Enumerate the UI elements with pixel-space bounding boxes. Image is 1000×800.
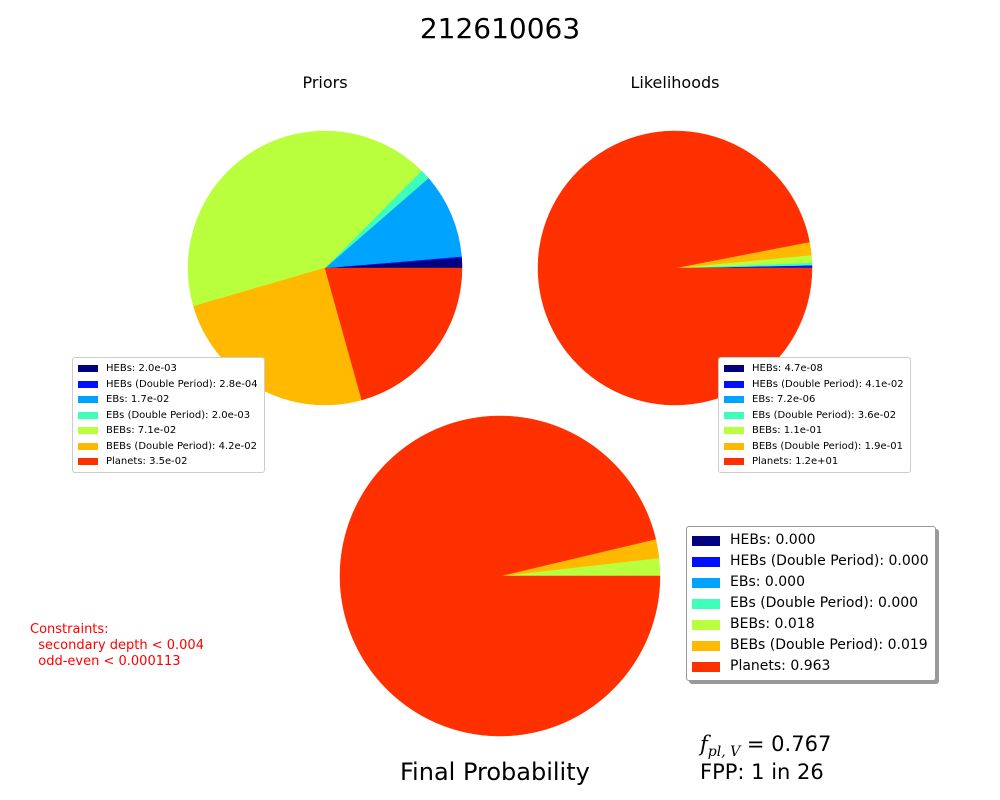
legend-entry: EBs (Double Period): 3.6e-02 [724,408,904,424]
legend-entry: BEBs: 1.1e-01 [724,423,904,439]
legend-swatch [724,458,744,466]
fpl-symbol: f [700,732,708,756]
legend-entry: BEBs (Double Period): 4.2e-02 [78,439,258,455]
fpp-value: FPP: 1 in 26 [700,760,824,784]
legend-label: HEBs: 2.0e-03 [106,363,177,374]
legend-label: EBs (Double Period): 0.000 [730,595,919,611]
legend-label: EBs (Double Period): 2.0e-03 [106,409,251,421]
legend-label: EBs: 0.000 [730,574,805,590]
legend-label: EBs: 7.2e-06 [752,394,816,405]
constraints-text: Constraints: secondary depth < 0.004 odd… [30,622,204,669]
legend-label: HEBs (Double Period): 4.1e-02 [752,378,904,390]
legend-entry: HEBs (Double Period): 0.000 [692,551,929,572]
final-probability-title: Final Probability [400,758,590,786]
final-probability-pie [339,415,661,737]
priors-slice-planets [324,267,463,401]
likelihoods-legend: HEBs: 4.7e-08 HEBs (Double Period): 4.1e-… [718,357,911,473]
legend-swatch [78,442,98,450]
legend-entry: Planets: 1.2e+01 [724,454,904,470]
legend-swatch [692,661,720,672]
legend-label: EBs (Double Period): 3.6e-02 [752,409,897,421]
legend-swatch [78,458,98,466]
likelihoods-title: Likelihoods [630,73,720,92]
legend-swatch [692,640,720,651]
legend-swatch [78,411,98,419]
legend-label: BEBs: 0.018 [730,616,815,632]
legend-label: HEBs (Double Period): 2.8e-04 [106,378,258,390]
legend-entry: HEBs: 0.000 [692,530,929,551]
legend-label: BEBs: 1.1e-01 [752,425,823,436]
legend-entry: HEBs (Double Period): 2.8e-04 [78,377,258,393]
legend-label: HEBs: 4.7e-08 [752,363,823,374]
legend-swatch [724,380,744,388]
priors-title: Priors [302,73,348,92]
legend-label: BEBs (Double Period): 4.2e-02 [106,440,257,452]
legend-swatch [724,442,744,450]
legend-entry: EBs (Double Period): 0.000 [692,593,929,614]
legend-entry: BEBs: 0.018 [692,614,929,635]
legend-entry: EBs (Double Period): 2.0e-03 [78,408,258,424]
legend-label: BEBs (Double Period): 0.019 [730,637,928,653]
legend-swatch [724,365,744,373]
priors-slice-ebs [324,177,462,269]
final-slice-planets [339,415,661,737]
legend-entry: BEBs (Double Period): 0.019 [692,635,929,656]
legend-swatch [692,556,720,567]
legend-entry: HEBs: 4.7e-08 [724,361,904,377]
legend-label: Planets: 0.963 [730,658,831,674]
legend-entry: Planets: 3.5e-02 [78,454,258,470]
fpl-number: = 0.767 [740,732,832,756]
legend-swatch [724,411,744,419]
legend-swatch [692,577,720,588]
legend-swatch [78,427,98,435]
priors-pie [187,130,463,406]
legend-entry: HEBs: 2.0e-03 [78,361,258,377]
legend-label: HEBs: 0.000 [730,532,816,548]
legend-entry: BEBs: 7.1e-02 [78,423,258,439]
legend-entry: EBs: 7.2e-06 [724,392,904,408]
legend-label: Planets: 1.2e+01 [752,456,839,467]
legend-label: HEBs (Double Period): 0.000 [730,553,929,569]
legend-swatch [724,396,744,404]
legend-entry: BEBs (Double Period): 1.9e-01 [724,439,904,455]
legend-swatch [692,598,720,609]
legend-swatch [78,396,98,404]
fpl-value: fpl, V = 0.767 [700,732,831,760]
priors-slice-bebs [187,130,422,307]
legend-entry: HEBs (Double Period): 4.1e-02 [724,377,904,393]
legend-swatch [78,365,98,373]
legend-entry: EBs: 0.000 [692,572,929,593]
figure-title: 212610063 [419,12,581,45]
legend-entry: Planets: 0.963 [692,656,929,677]
legend-swatch [78,380,98,388]
legend-label: BEBs (Double Period): 1.9e-01 [752,440,903,452]
legend-label: EBs: 1.7e-02 [106,394,170,405]
priors-legend: HEBs: 2.0e-03 HEBs (Double Period): 2.8e-… [72,357,265,473]
legend-label: Planets: 3.5e-02 [106,456,188,467]
likelihoods-pie [537,130,813,406]
final-probability-legend: HEBs: 0.000 HEBs (Double Period): 0.000 EB… [686,526,936,681]
legend-label: BEBs: 7.1e-02 [106,425,177,436]
legend-swatch [692,619,720,630]
legend-swatch [692,535,720,546]
legend-entry: EBs: 1.7e-02 [78,392,258,408]
legend-swatch [724,427,744,435]
fpl-subscript: pl, V [707,744,741,761]
